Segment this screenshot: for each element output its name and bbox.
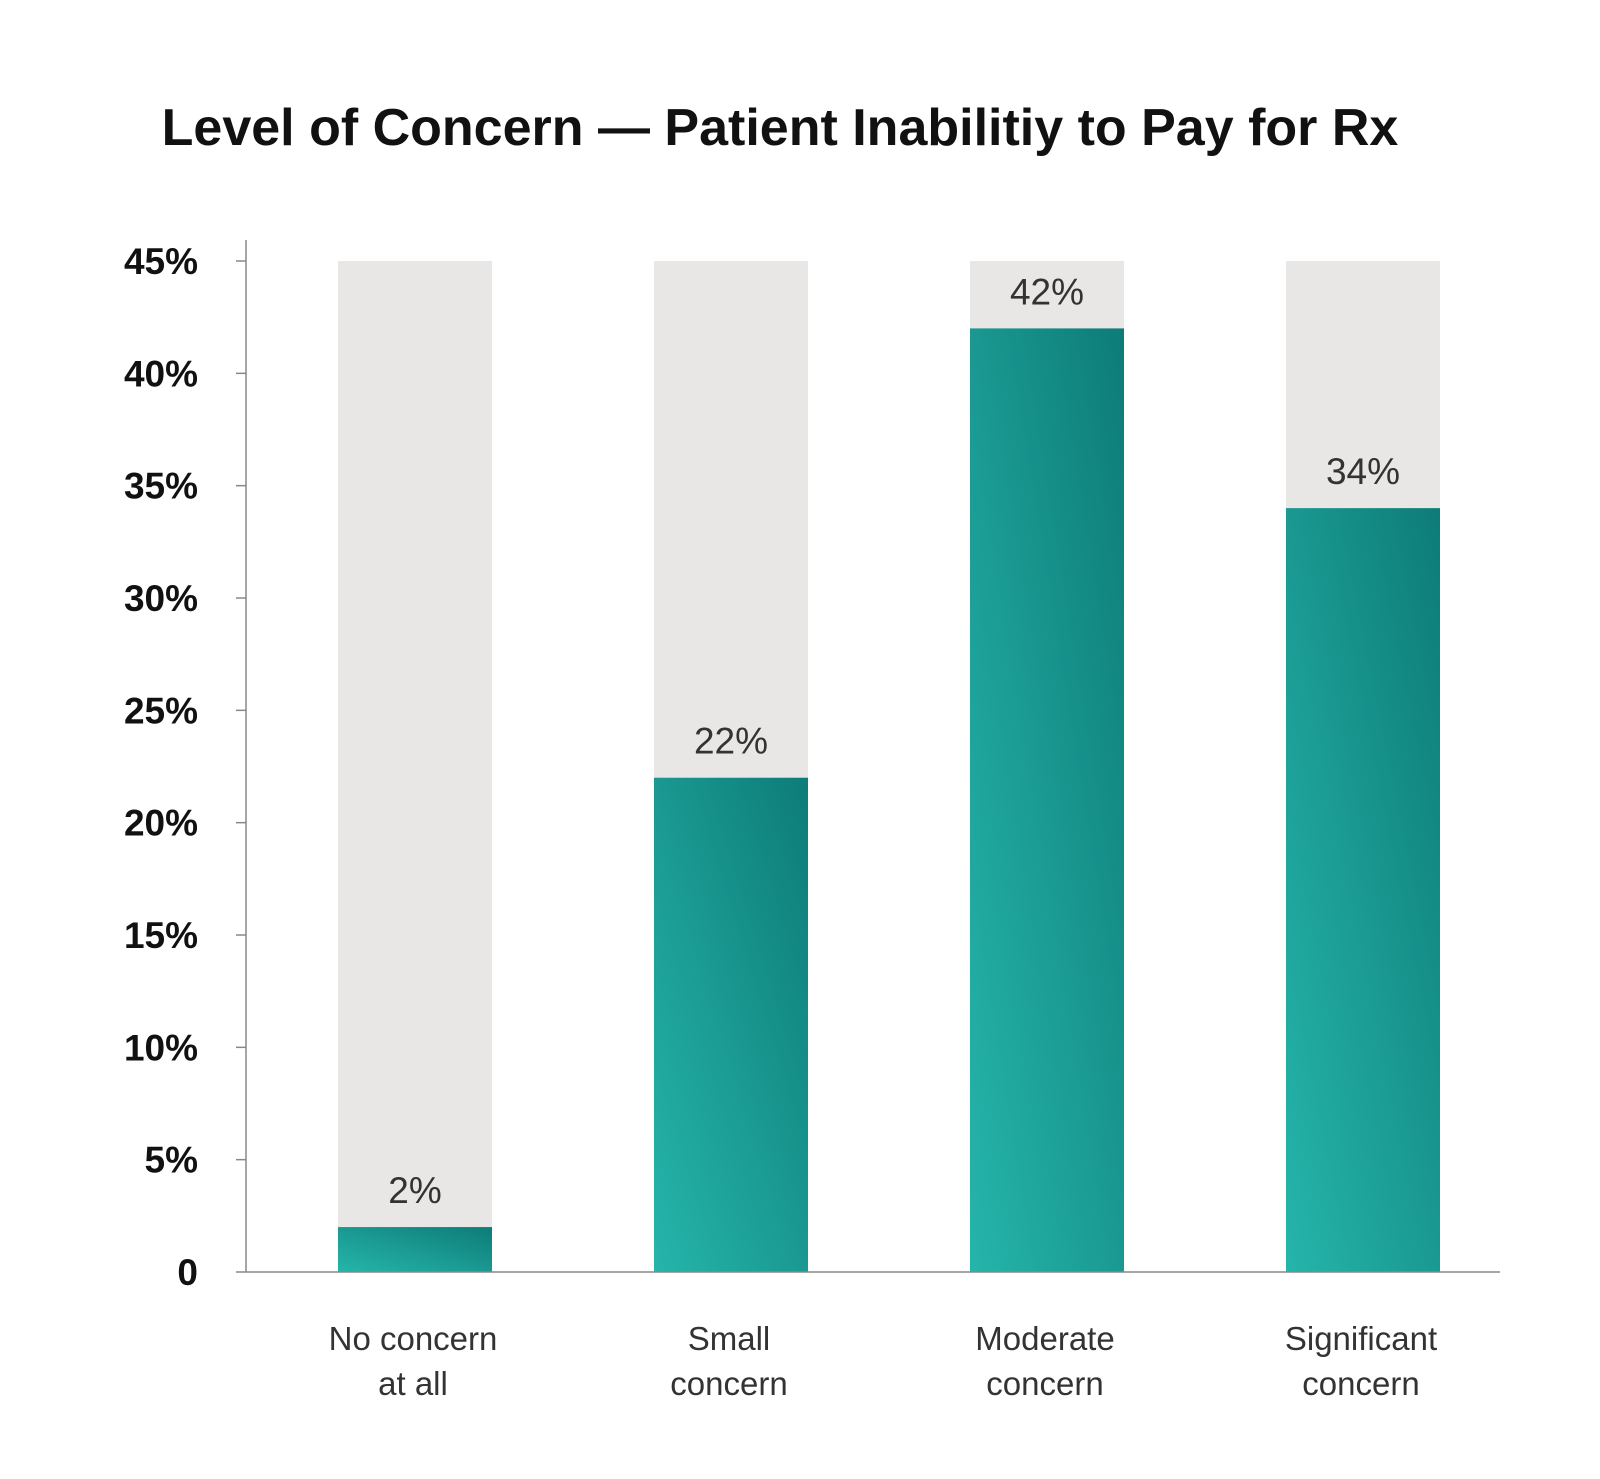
- background-bars: [338, 261, 1440, 1272]
- bar: [970, 328, 1124, 1272]
- bar: [1286, 508, 1440, 1273]
- y-tick-label: 20%: [124, 803, 198, 844]
- y-axis: 0 5% 10% 15% 20% 25% 30% 35% 40% 45%: [124, 240, 247, 1293]
- y-tick-label: 25%: [124, 690, 198, 731]
- y-tick-label: 15%: [124, 915, 198, 956]
- bar: [338, 1227, 492, 1272]
- category-label: Small: [688, 1320, 771, 1357]
- bar: [654, 777, 808, 1272]
- category-label: No concern: [329, 1320, 498, 1357]
- y-tick-label: 35%: [124, 466, 198, 507]
- background-bar: [338, 261, 492, 1272]
- y-tick-label: 40%: [124, 353, 198, 394]
- category-label: Significant: [1285, 1320, 1437, 1357]
- y-tick-label: 10%: [124, 1027, 198, 1068]
- bars: [338, 328, 1440, 1273]
- value-labels: 2% 22% 42% 34%: [388, 271, 1400, 1211]
- category-labels: No concern at all Small concern Moderate conc…: [329, 1320, 1438, 1402]
- bar-value-label: 42%: [1010, 271, 1084, 312]
- y-tick-label: 0: [177, 1252, 198, 1293]
- category-label: Moderate: [975, 1320, 1114, 1357]
- y-tick-label: 30%: [124, 578, 198, 619]
- bar-value-label: 34%: [1326, 451, 1400, 492]
- chart-title: Level of Concern — Patient Inabilitiy to…: [162, 99, 1399, 157]
- category-label: at all: [378, 1365, 448, 1402]
- category-label: concern: [1302, 1365, 1419, 1402]
- y-tick-label: 45%: [124, 241, 198, 282]
- bar-value-label: 2%: [388, 1170, 441, 1211]
- bar-value-label: 22%: [694, 721, 768, 762]
- category-label: concern: [670, 1365, 787, 1402]
- category-label: concern: [986, 1365, 1103, 1402]
- y-tick-label: 5%: [145, 1140, 198, 1181]
